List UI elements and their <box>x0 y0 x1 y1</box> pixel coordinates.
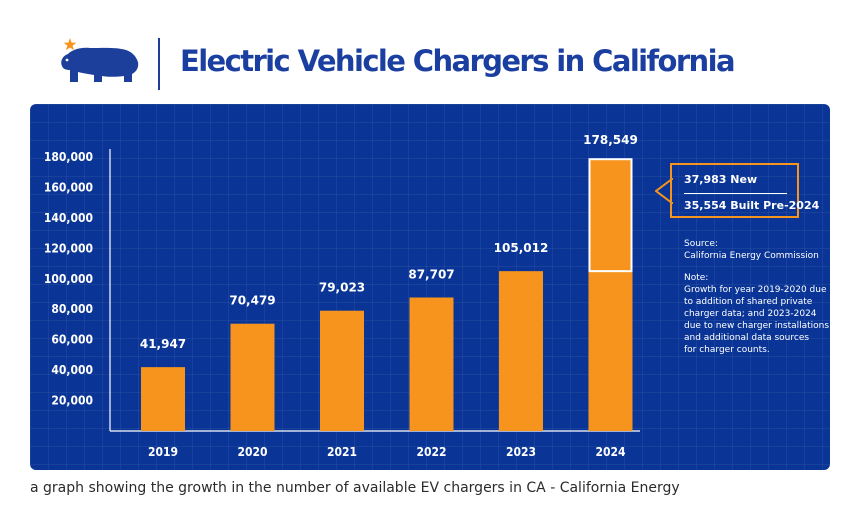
note-label: Note: <box>684 273 709 283</box>
x-tick-label: 2021 <box>327 445 357 459</box>
bar-value-label: 41,947 <box>140 337 186 351</box>
note-line: due to new charger installations <box>684 321 830 331</box>
x-tick-label: 2020 <box>237 445 267 459</box>
source-note: Source: California Energy Commission Not… <box>684 238 830 356</box>
callout-rule <box>684 193 787 194</box>
bar <box>141 367 185 431</box>
bar <box>230 323 275 431</box>
bar <box>320 310 364 431</box>
bar-value-label: 70,479 <box>229 294 275 308</box>
bar <box>409 297 454 431</box>
x-tick-label: 2022 <box>416 445 446 459</box>
callout-built-pre: 35,554 Built Pre-2024 <box>684 199 820 212</box>
source-text: California Energy Commission <box>684 251 819 261</box>
note-line: and additional data sources <box>684 333 810 343</box>
source-label: Source: <box>684 239 718 249</box>
california-bear-star-icon <box>61 38 139 82</box>
bar-2024-base <box>588 271 633 431</box>
y-tick-label: 100,000 <box>44 272 93 286</box>
x-tick-label: 2023 <box>506 445 536 459</box>
y-tick-label: 60,000 <box>51 333 93 347</box>
bar-value-label: 105,012 <box>494 241 549 255</box>
note-line: Growth for year 2019-2020 due <box>684 285 827 295</box>
y-tick-label: 120,000 <box>44 241 93 255</box>
bar-value-label: 79,023 <box>319 281 365 295</box>
y-tick-label: 20,000 <box>51 394 93 408</box>
callout-box: 37,983 New 35,554 Built Pre-2024 <box>670 163 819 218</box>
title-divider <box>158 38 160 90</box>
y-tick-label: 140,000 <box>44 211 93 225</box>
bar-value-label: 178,549 <box>583 133 638 147</box>
y-tick-label: 80,000 <box>51 302 93 316</box>
note-line: to addition of shared private <box>684 297 813 307</box>
bar-2024-added <box>588 158 633 273</box>
bar-value-label: 87,707 <box>408 267 454 281</box>
note-line: charger data; and 2023-2024 <box>684 309 817 319</box>
header: Electric Vehicle Chargers in California <box>0 0 858 104</box>
y-tick-label: 40,000 <box>51 363 93 377</box>
callout-new: 37,983 New <box>684 173 758 186</box>
x-tick-label: 2019 <box>148 445 178 459</box>
image-caption: a graph showing the growth in the number… <box>30 480 680 496</box>
star-icon <box>63 38 77 51</box>
y-tick-label: 160,000 <box>44 180 93 194</box>
x-tick-label: 2024 <box>595 445 626 459</box>
y-tick-label: 180,000 <box>44 150 93 164</box>
note-line: for charger counts. <box>684 345 770 355</box>
bar <box>499 271 543 431</box>
bear-icon <box>61 47 139 82</box>
page-title: Electric Vehicle Chargers in California <box>180 44 736 78</box>
